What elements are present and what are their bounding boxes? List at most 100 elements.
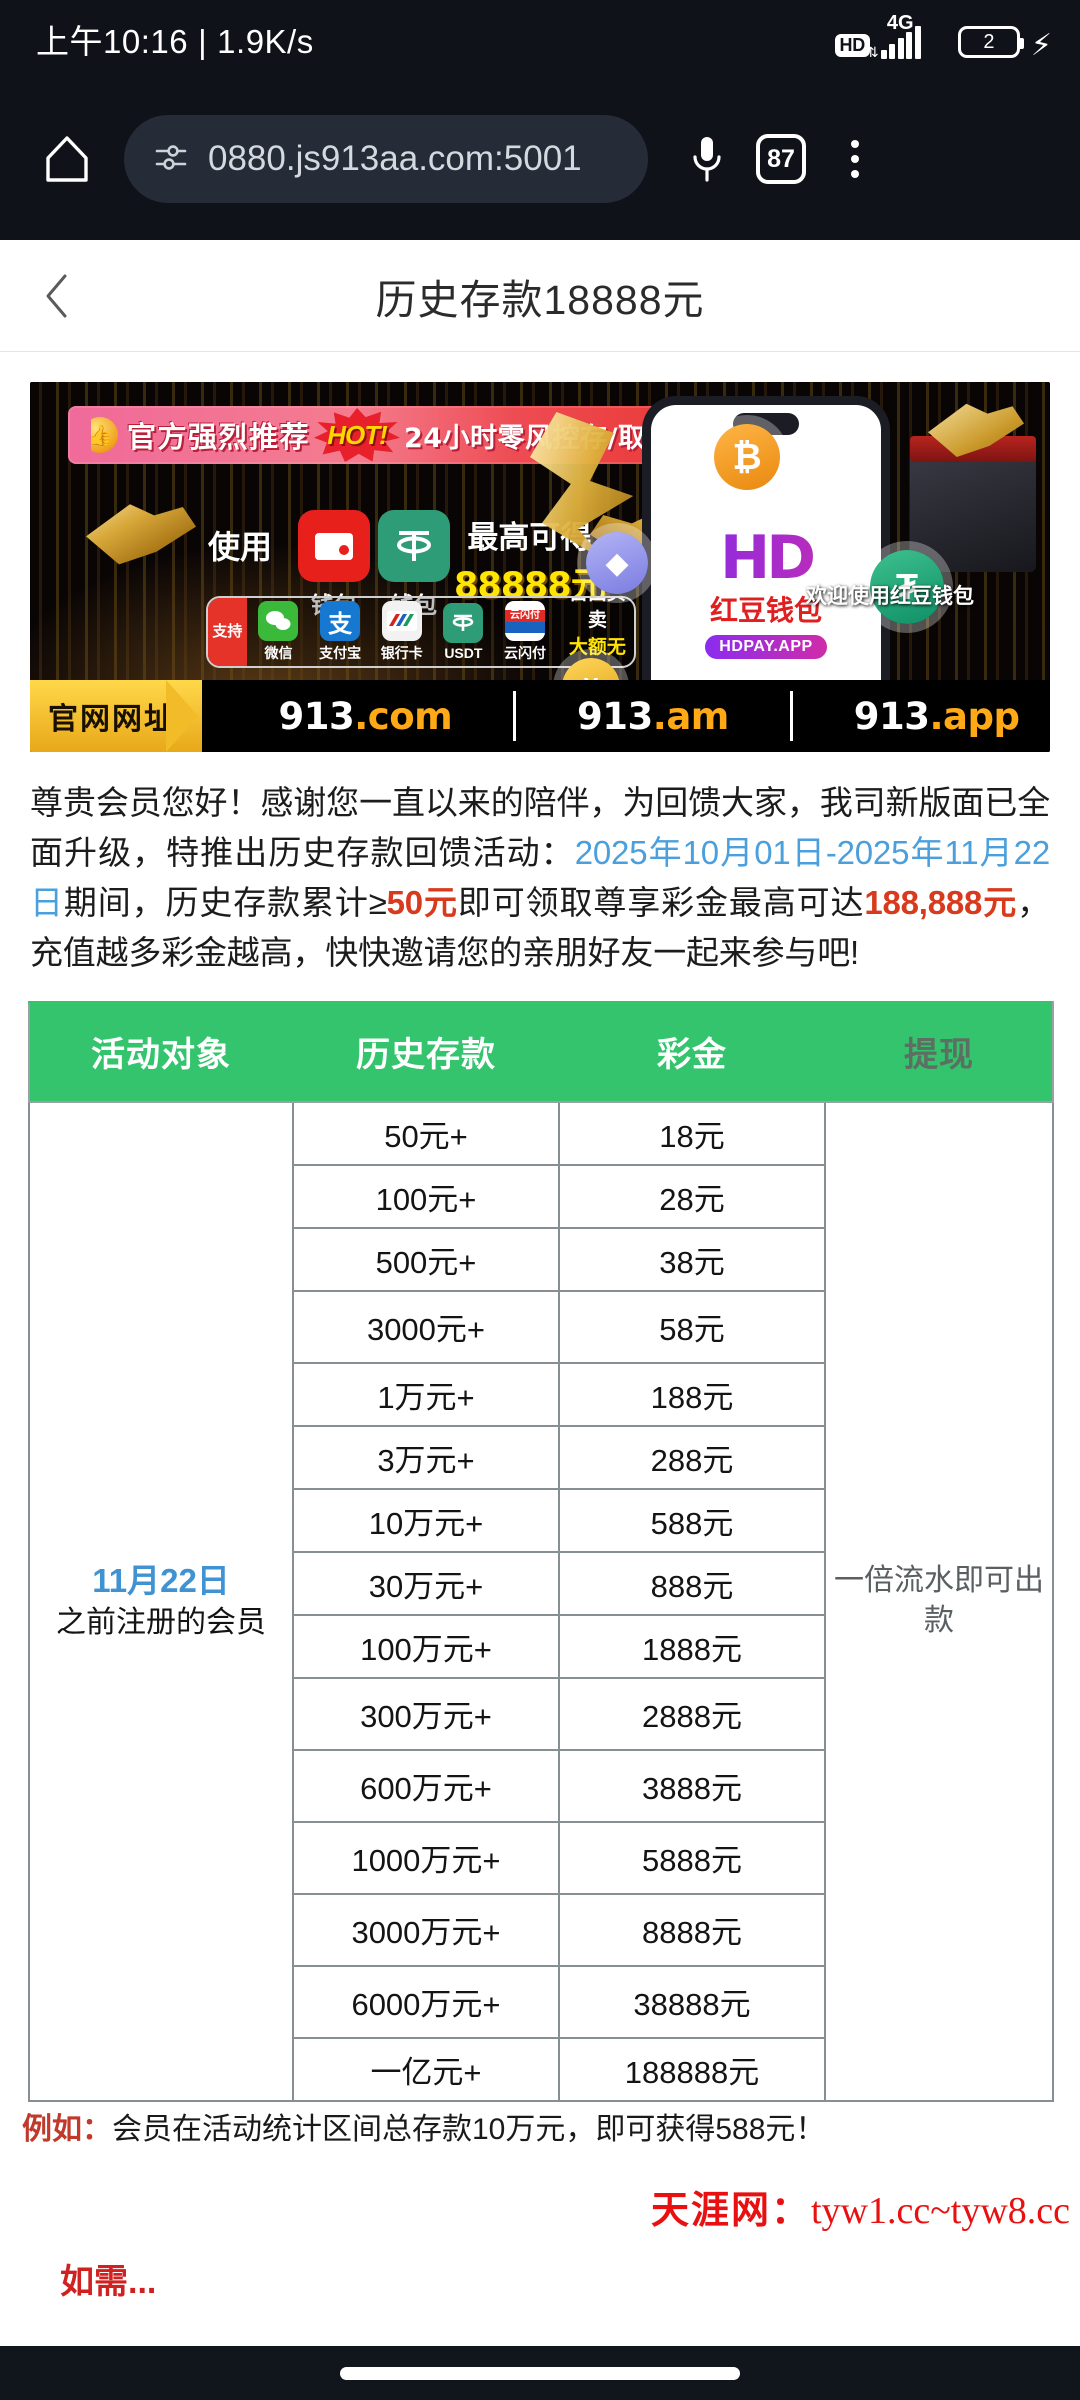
- reward-table: 活动对象 历史存款 彩金 提现 11月22日 之前注册的会员: [28, 1000, 1054, 2102]
- web-content: 历史存款18888元 👍 官方强烈推荐 HOT! 24小时零风控存/取款通道 使…: [0, 240, 1080, 2346]
- thumbs-up-badge-icon: 👍: [82, 417, 118, 453]
- home-icon[interactable]: [36, 134, 98, 184]
- browser-toolbar: 0880.js913aa.com:5001 87: [0, 78, 1080, 240]
- payment-alipay-label: 支付宝: [319, 645, 362, 661]
- tab-counter-button[interactable]: 87: [744, 134, 818, 184]
- table-header-withdraw: 提现: [824, 1000, 1054, 1103]
- signal-bars-icon: [880, 26, 921, 59]
- table-cell-bonus: 188元: [558, 1361, 826, 1427]
- payment-usdt-label: USDT: [444, 645, 483, 661]
- table-cell-deposit: 50元+: [292, 1100, 560, 1166]
- table-cell-withdraw: 一倍流水即可出款: [824, 1100, 1054, 2102]
- table-cell-bonus: 38元: [558, 1226, 826, 1292]
- url-text[interactable]: 0880.js913aa.com:5001: [208, 139, 582, 178]
- status-bar-right: HD 4G ⇅ 2 ⚡: [834, 13, 1052, 62]
- intro-threshold: 50元: [386, 884, 458, 922]
- max-reward-value: 88888元: [454, 566, 606, 606]
- official-url-2[interactable]: 913.am: [577, 695, 729, 738]
- table-row: 11月22日 之前注册的会员 50元+ 18元 一倍流水即可出款: [28, 1100, 1054, 2102]
- table-cell-deposit: 1000万元+: [292, 1820, 560, 1895]
- table-cell-deposit: 3万元+: [292, 1424, 560, 1490]
- table-row: 3万元+ 288元: [29, 1424, 1053, 1490]
- hdpay-logo-tag: HDPAY.APP: [705, 635, 827, 659]
- site-settings-icon[interactable]: [154, 140, 188, 179]
- page-header: 历史存款18888元: [0, 240, 1080, 352]
- address-bar[interactable]: 0880.js913aa.com:5001: [124, 115, 648, 203]
- table-row: 500元+ 38元: [29, 1226, 1053, 1292]
- back-chevron-icon[interactable]: [30, 269, 84, 323]
- table-header-bonus: 彩金: [558, 1000, 826, 1103]
- table-row: 3000元+ 58元: [29, 1289, 1053, 1364]
- official-url-2-tld: .am: [652, 694, 730, 738]
- gesture-home-indicator[interactable]: [340, 2366, 740, 2380]
- promo-description: 尊贵会员您好！感谢您一直以来的陪伴，为回馈大家，我司新版面已全面升级，特推出历史…: [30, 778, 1050, 979]
- official-url-strip: 官网网址 913.com 913.am 913.app: [30, 680, 1050, 752]
- watermark: 天涯网：tyw1.cc~tyw8.cc: [0, 2179, 1080, 2234]
- cut-off-text: 如需...: [60, 2262, 157, 2301]
- promo-banner[interactable]: 👍 官方强烈推荐 HOT! 24小时零风控存/取款通道 使用 钱包: [30, 382, 1050, 752]
- status-separator: |: [198, 23, 208, 60]
- table-row: 3000万元+ 8888元: [29, 1892, 1053, 1967]
- table-cell-deposit: 100万元+: [292, 1613, 560, 1679]
- table-header-object: 活动对象: [28, 1000, 294, 1103]
- table-cell-bonus: 588元: [558, 1487, 826, 1553]
- hdpay-logo: HD 红豆钱包 HDPAY.APP: [651, 523, 881, 659]
- payment-usdt: USDT: [434, 603, 494, 661]
- overflow-menu-icon[interactable]: [818, 140, 892, 178]
- table-row: 6000万元+ 38888元: [29, 1964, 1053, 2039]
- watermark-url: tyw1.cc~tyw8.cc: [810, 2189, 1070, 2232]
- hdpay-welcome-text: 欢迎使用红豆钱包: [806, 584, 974, 608]
- table-cell-deposit: 10万元+: [292, 1487, 560, 1553]
- official-url-3[interactable]: 913.app: [854, 695, 1020, 738]
- free-trade-line1: 自由买卖: [569, 598, 626, 631]
- ribbon-text-left: 官方强烈推荐: [127, 420, 311, 454]
- hot-label: HOT!: [327, 419, 388, 450]
- unionpay-icon: 云闪付: [505, 601, 546, 641]
- status-net-speed: 1.9K/s: [217, 23, 314, 60]
- charging-bolt-icon: ⚡: [1030, 28, 1052, 62]
- table-cell-bonus: 2888元: [558, 1676, 826, 1751]
- promo-banner-wrapper: 👍 官方强烈推荐 HOT! 24小时零风控存/取款通道 使用 钱包: [0, 352, 1080, 752]
- microphone-icon[interactable]: [670, 133, 744, 185]
- payment-unionpay: 云闪付 云闪付: [495, 601, 555, 663]
- table-row: 30万元+ 888元: [29, 1550, 1053, 1616]
- table-cell-bonus: 888元: [558, 1550, 826, 1616]
- table-cell-deposit: 3000万元+: [292, 1892, 560, 1967]
- table-cell-deposit: 30万元+: [292, 1550, 560, 1616]
- banner-use-label: 使用: [208, 528, 273, 566]
- table-cell-bonus: 18元: [558, 1100, 826, 1166]
- official-url-1[interactable]: 913.com: [278, 695, 452, 738]
- table-cell-bonus: 188888元: [558, 2036, 826, 2102]
- hd-icon: HD: [834, 34, 870, 57]
- table-cell-deposit: 1万元+: [292, 1361, 560, 1427]
- table-header-row: 活动对象 历史存款 彩金 提现: [28, 1000, 1054, 1103]
- intro-part-2: 期间，历史存款累计≥: [63, 884, 387, 922]
- table-cell-deposit: 6000万元+: [292, 1964, 560, 2039]
- official-url-1-tld: .com: [354, 694, 453, 738]
- table-cell-bonus: 8888元: [558, 1892, 826, 1967]
- reward-table-wrapper: 活动对象 历史存款 彩金 提现 11月22日 之前注册的会员: [28, 1000, 1054, 2102]
- payment-wechat: 微信: [249, 601, 309, 663]
- withdraw-text: 一倍流水即可出款: [834, 1563, 1044, 1638]
- data-arrows-icon: ⇅: [866, 44, 879, 60]
- bitcoin-coin-icon: ₿: [714, 424, 780, 490]
- usdt-coin-icon: ₮: [870, 550, 944, 624]
- ethereum-coin-icon: ◆: [586, 532, 648, 594]
- table-cell-object: 11月22日 之前注册的会员: [28, 1100, 294, 2102]
- intro-part-3: 即可领取尊享彩金最高可达: [457, 884, 865, 922]
- tab-count-label[interactable]: 87: [756, 134, 806, 184]
- object-date: 11月22日: [92, 1561, 230, 1599]
- payment-alipay: 支 支付宝: [310, 601, 370, 663]
- table-row: 1000万元+ 5888元: [29, 1820, 1053, 1895]
- hot-burst-icon: HOT!: [314, 408, 400, 462]
- battery-level-label: 2: [983, 31, 995, 53]
- network-type-label: 4G: [886, 12, 914, 34]
- table-cell-bonus: 38888元: [558, 1964, 826, 2039]
- table-row: 一亿元+ 188888元: [29, 2036, 1053, 2102]
- official-url-3-tld: .app: [929, 694, 1020, 738]
- example-note: 例如：会员在活动统计区间总存款10万元，即可获得588元！: [22, 2110, 1058, 2149]
- battery-icon: 2: [957, 26, 1024, 58]
- payment-support-box: 支持 微信 支 支付宝 银行卡: [206, 596, 636, 668]
- table-row: 10万元+ 588元: [29, 1487, 1053, 1553]
